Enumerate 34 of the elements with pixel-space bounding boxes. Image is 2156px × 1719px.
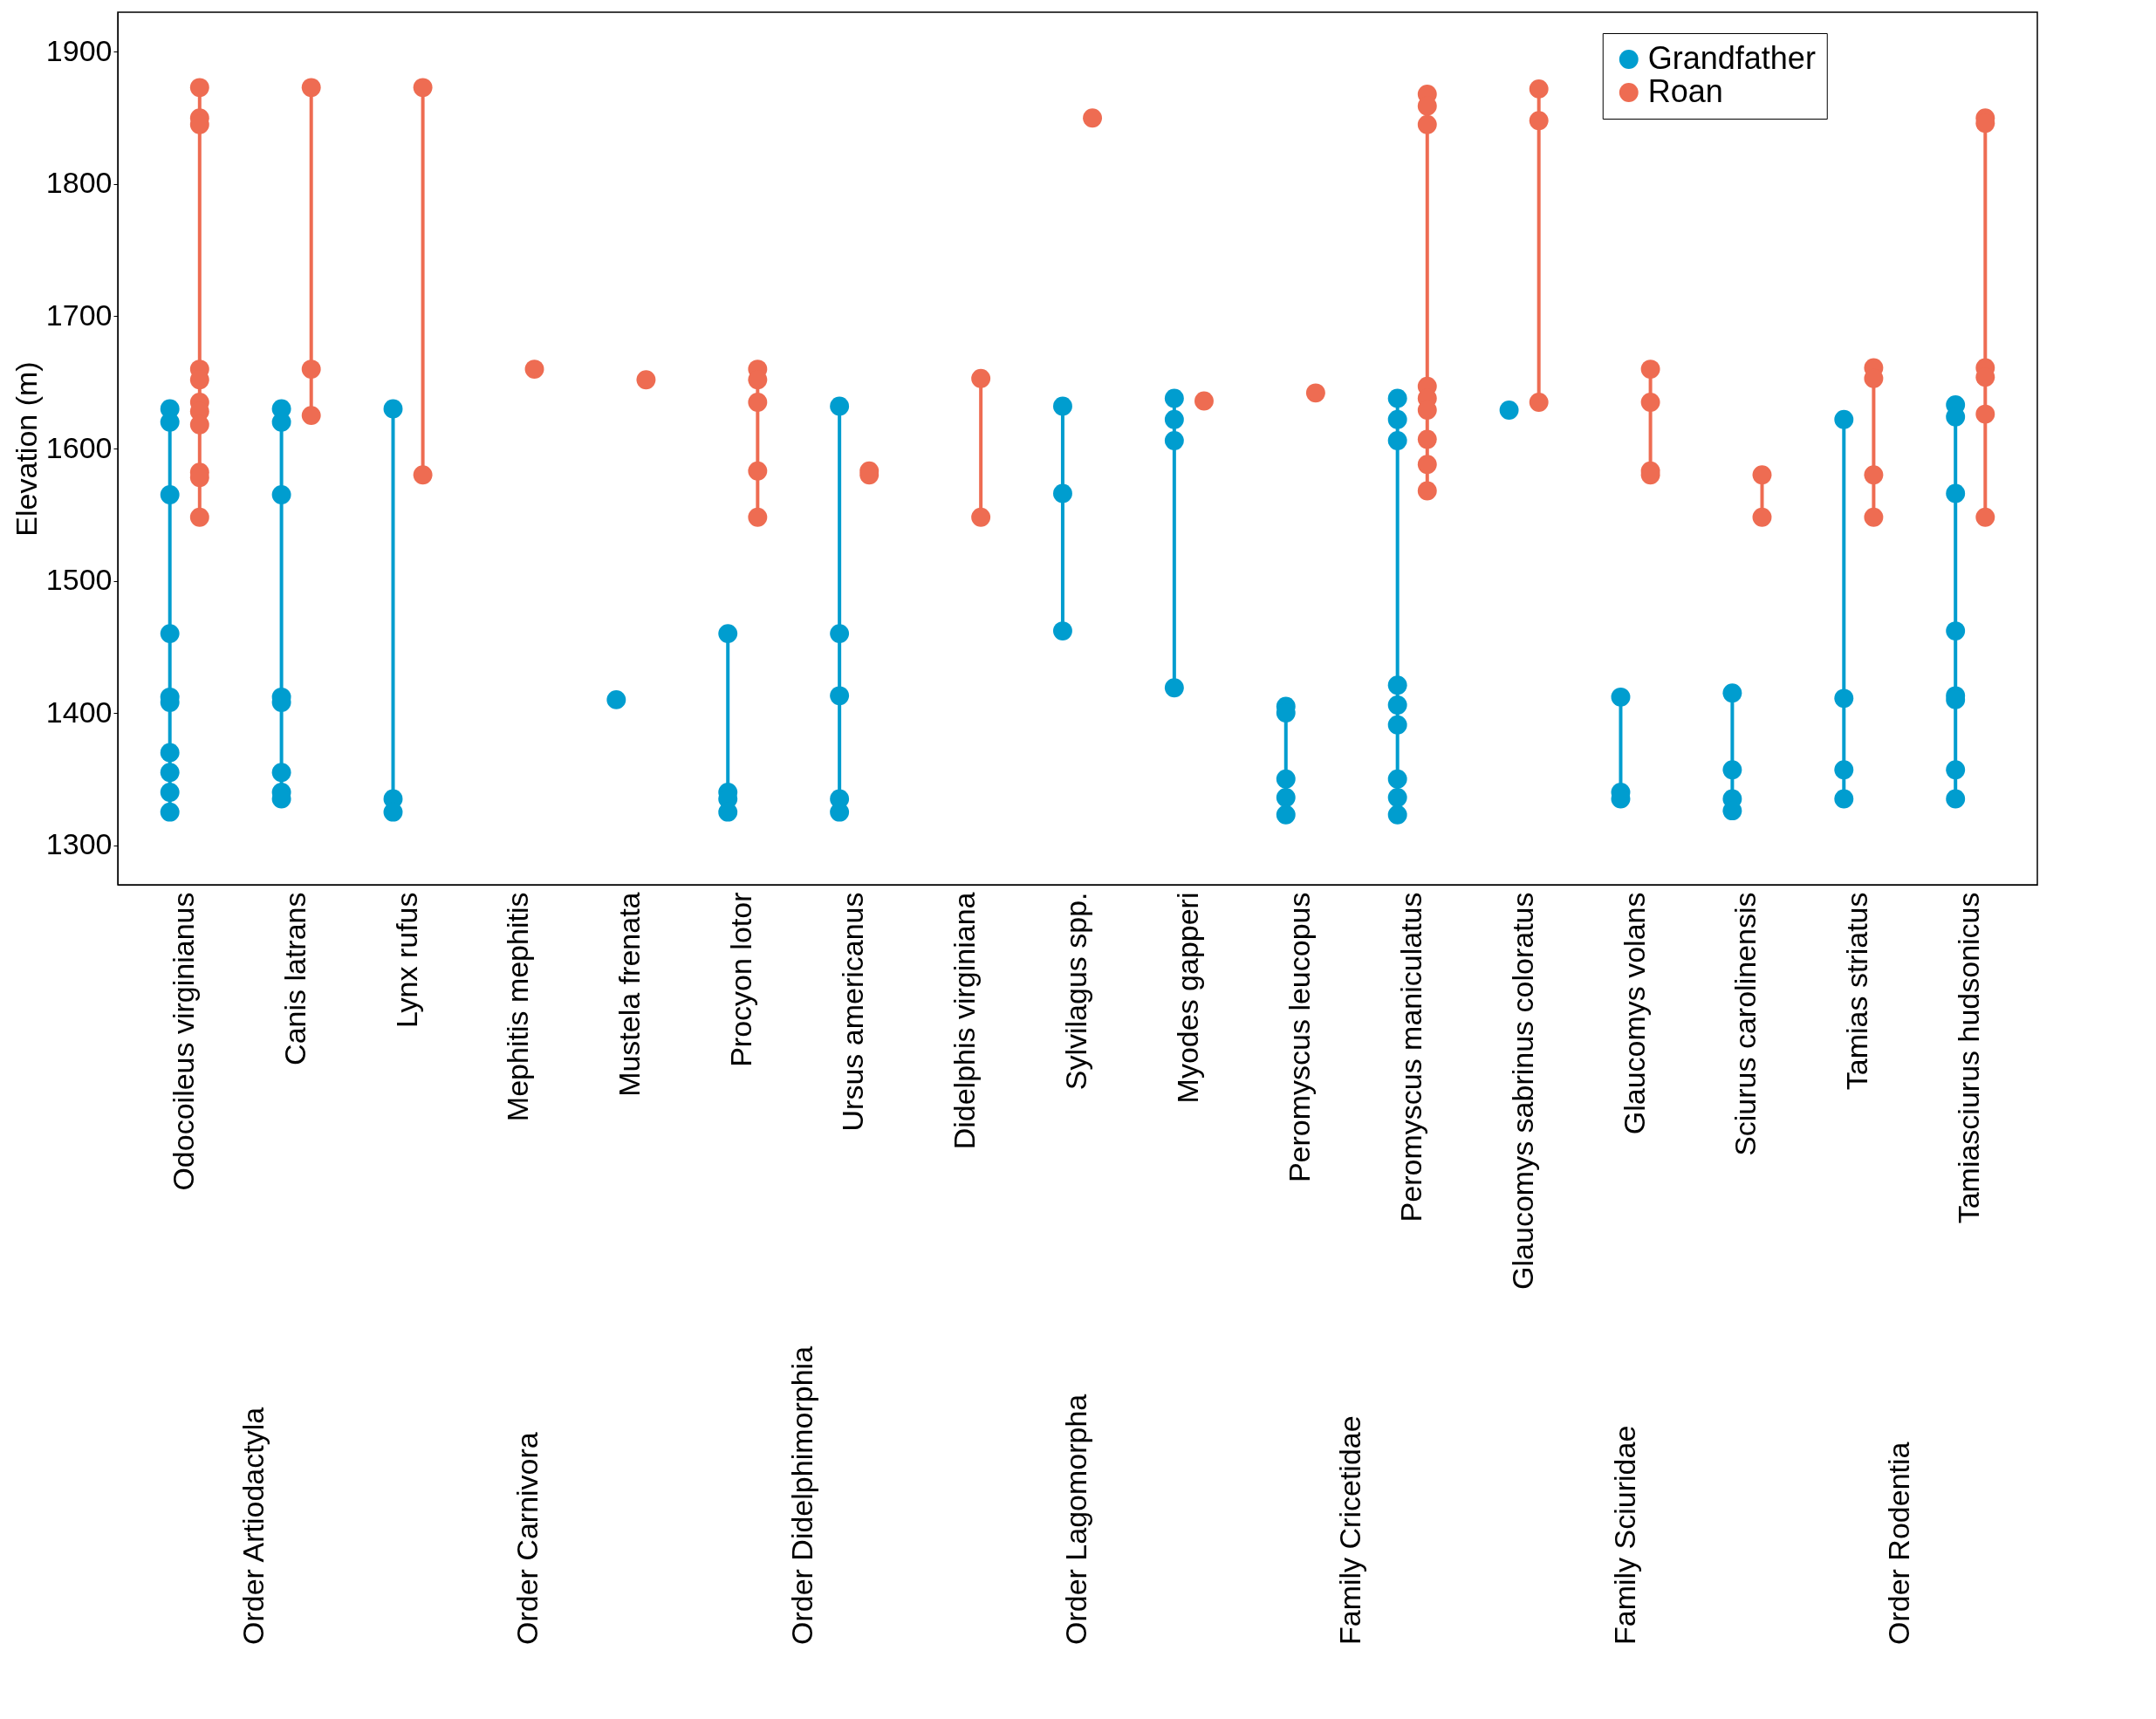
x-tick-label: Procyon lotor <box>724 892 758 1067</box>
legend-label: Grandfather <box>1647 40 1816 76</box>
text: Order Artiodactyla <box>236 1407 270 1645</box>
text: Order Lagomorpha <box>1059 1394 1092 1645</box>
x-tick-label: Sylvilagus spp. <box>1059 892 1092 1091</box>
x-tick-label: Lynx rufus <box>389 892 423 1029</box>
x-tick-label: Tamias striatus <box>1840 892 1874 1091</box>
x-tick-label: Peromyscus leucopus <box>1282 892 1316 1183</box>
y-tick-label: 1300 <box>45 827 113 861</box>
legend-label: Roan <box>1647 73 1723 109</box>
y-tick-label: 1400 <box>45 695 113 729</box>
y-tick-label: 1700 <box>45 298 113 332</box>
x-tick-label: Ursus americanus <box>836 892 870 1132</box>
text: Family Cricetidae <box>1333 1415 1367 1645</box>
y-axis-title: Elevation (m) <box>9 361 43 537</box>
x-tick-label: Myodes gapperi <box>1170 892 1204 1104</box>
y-tick-label: 1900 <box>45 33 113 67</box>
text: Order Didelphimorphia <box>784 1346 818 1645</box>
text: Order Carnivora <box>510 1432 544 1645</box>
x-tick-label: Mephitis mephitis <box>501 892 535 1122</box>
x-tick-label: Tamiasciurus hudsonicus <box>1952 892 1986 1224</box>
x-tick-label: Didelphis virginiana <box>948 892 982 1150</box>
x-tick-label: Canis latrans <box>277 892 311 1065</box>
x-tick-label: Odocoileus virginianus <box>166 892 200 1191</box>
x-tick-label: Peromyscus maniculatus <box>1393 892 1427 1222</box>
y-tick-label: 1600 <box>45 430 113 464</box>
y-tick-label: 1500 <box>45 563 113 597</box>
x-tick-label: Glaucomys volans <box>1617 892 1651 1135</box>
x-tick-label: Sciurus carolinensis <box>1728 892 1762 1156</box>
text: Order Rodentia <box>1881 1442 1915 1645</box>
text: Family Sciuridae <box>1607 1425 1641 1645</box>
x-tick-label: Glaucomys sabrinus coloratus <box>1505 892 1539 1290</box>
x-tick-label: Mustela frenata <box>613 892 647 1097</box>
y-tick-label: 1800 <box>45 166 113 200</box>
